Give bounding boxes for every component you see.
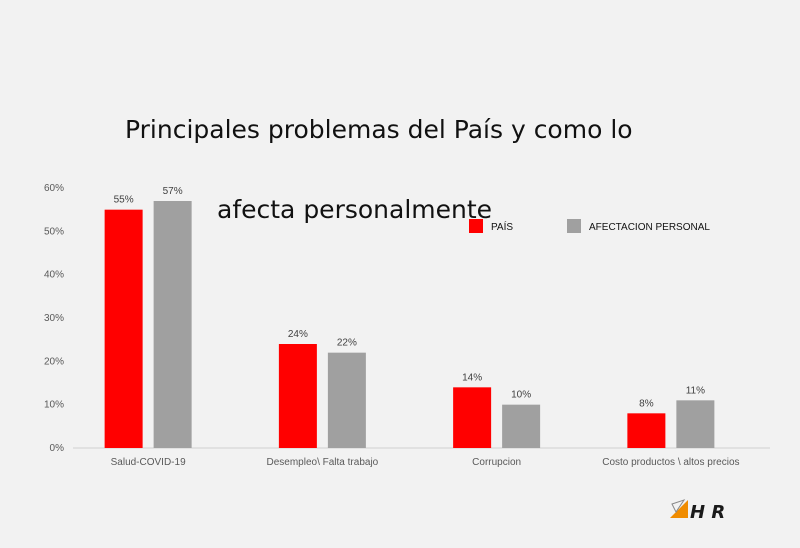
y-tick-label: 0% xyxy=(50,443,65,454)
y-tick-label: 60% xyxy=(44,183,64,194)
bars-group: 55% 57% 24% 22% 14% 10% 8% 11% xyxy=(104,186,715,448)
legend-label: AFECTACION PERSONAL xyxy=(589,222,710,233)
y-tick-label: 50% xyxy=(44,226,64,237)
data-label: 10% xyxy=(511,390,531,401)
bar-afectacion-personal xyxy=(153,201,192,448)
chart-title-line1: Principales problemas del País y como lo xyxy=(125,115,633,144)
x-category-label: Desempleo\ Falta trabajo xyxy=(267,457,379,468)
bar-afectacion-personal xyxy=(327,352,366,448)
x-category-label: Corrupcion xyxy=(472,457,521,468)
logo-text: H R xyxy=(690,502,725,523)
chart-title-line2: afecta personalmente xyxy=(217,195,493,224)
data-label: 11% xyxy=(686,385,705,396)
legend-swatch xyxy=(469,219,483,233)
y-tick-label: 10% xyxy=(44,400,64,411)
logo: H R xyxy=(670,499,725,523)
legend-swatch xyxy=(567,219,581,233)
bar-pais xyxy=(453,387,492,448)
bar-afectacion-personal xyxy=(502,404,541,448)
y-axis: 0% 10% 20% 30% 40% 50% 60% xyxy=(44,183,64,454)
bar-pais xyxy=(278,344,317,448)
logo-mark-outline xyxy=(671,499,686,513)
x-category-label: Costo productos \ altos precios xyxy=(602,457,739,468)
data-label: 57% xyxy=(163,186,183,197)
x-category-label: Salud-COVID-19 xyxy=(111,457,186,468)
y-tick-label: 40% xyxy=(44,270,64,281)
chart-title: Principales problemas del País y como lo… xyxy=(100,70,660,270)
legend-label: PAÍS xyxy=(491,220,513,233)
x-axis-categories: Salud-COVID-19 Desempleo\ Falta trabajo Co… xyxy=(111,457,740,468)
bar-pais xyxy=(104,209,143,448)
bar-afectacion-personal xyxy=(676,400,715,448)
legend: PAÍS AFECTACION PERSONAL xyxy=(469,219,710,233)
bar-pais xyxy=(627,413,666,448)
data-label: 22% xyxy=(337,338,357,349)
data-label: 55% xyxy=(114,195,134,206)
data-label: 14% xyxy=(462,372,482,383)
data-label: 8% xyxy=(639,398,654,409)
y-tick-label: 20% xyxy=(44,356,64,367)
y-tick-label: 30% xyxy=(44,313,64,324)
logo-mark xyxy=(670,500,688,518)
data-label: 24% xyxy=(288,329,308,340)
